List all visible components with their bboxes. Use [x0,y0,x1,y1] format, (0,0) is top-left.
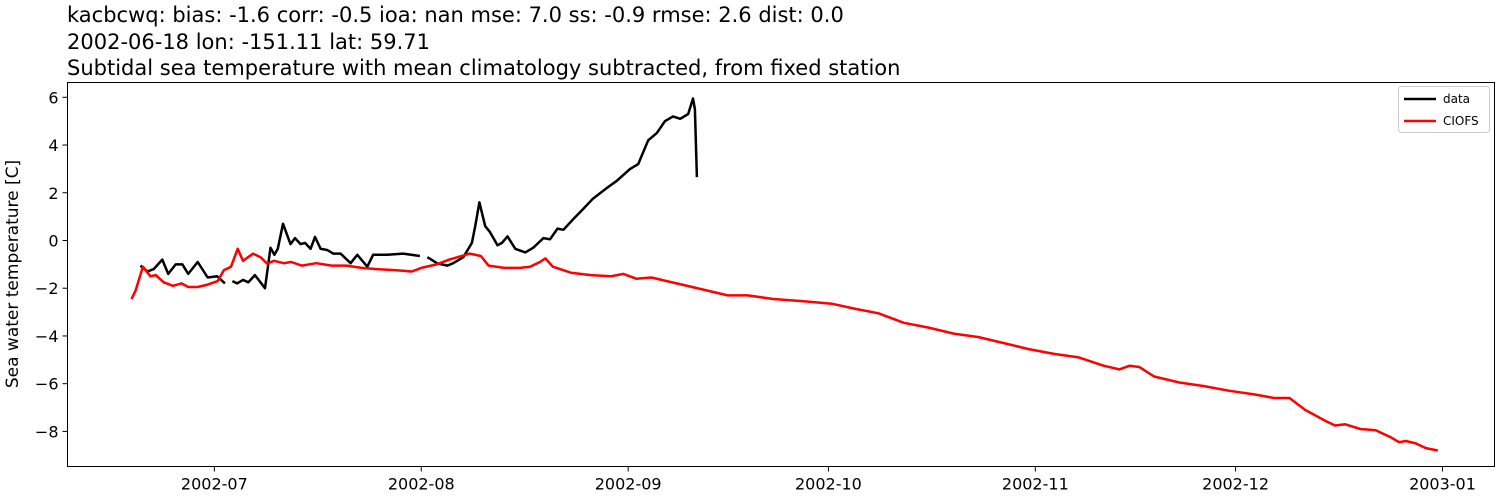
legend-label-data: data [1443,92,1470,106]
series-line-ciofs [130,247,1439,452]
y-tick-label: −8 [35,422,59,441]
axes-layer: 2002-07 2002-08 2002-09 2002-10 2002-11 2002-… [35,88,1476,493]
x-tick-label: 2003-01 [1409,475,1476,494]
series-layer [130,97,1439,452]
y-tick-label: −2 [35,279,59,298]
series-line-data [139,97,699,290]
x-tick-label: 2002-08 [388,475,455,494]
y-tick-label: 2 [48,184,58,203]
x-tick-label: 2002-11 [1002,475,1069,494]
y-tick-label: 0 [48,231,58,250]
x-tick-label: 2002-12 [1202,475,1269,494]
plot-frame [67,82,1495,467]
chart-title-line-2: 2002-06-18 lon: -151.11 lat: 59.71 [67,30,430,54]
y-tick-label: −6 [35,375,59,394]
legend-label-ciofs: CIOFS [1443,114,1479,128]
y-tick-label: −4 [35,327,59,346]
x-tick-label: 2002-07 [181,475,248,494]
x-tick-label: 2002-09 [595,475,662,494]
y-tick-label: 4 [48,136,58,155]
y-axis-label: Sea water temperature [C] [3,160,23,388]
legend: data CIOFS [1398,86,1490,133]
x-tick-label: 2002-10 [795,475,862,494]
y-tick-label: 6 [48,88,58,107]
chart-title-line-1: kacbcwq: bias: -1.6 corr: -0.5 ioa: nan … [67,3,844,27]
chart-title-line-3: Subtidal sea temperature with mean clima… [67,56,900,80]
